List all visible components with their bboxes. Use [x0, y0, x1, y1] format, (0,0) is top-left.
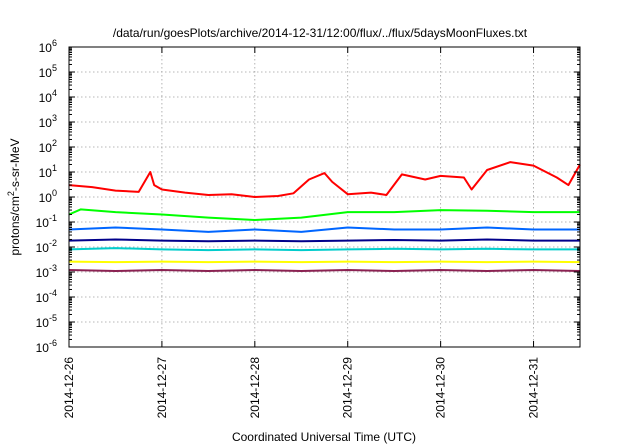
- y-tick-label: 101: [39, 163, 57, 180]
- x-tick-label: 2014-12-29: [341, 357, 355, 419]
- series-line-1: [68, 161, 581, 198]
- y-tick-label: 105: [39, 63, 57, 80]
- series-line-4: [68, 238, 580, 243]
- axis-ticks: [68, 46, 580, 348]
- series-line-3: [68, 226, 580, 233]
- y-tick-label: 100: [39, 188, 57, 205]
- y-axis-label-base: protons/cm: [8, 196, 22, 255]
- x-tick-label: 2014-12-26: [62, 357, 76, 419]
- series-lines: [68, 161, 581, 272]
- x-tick-label: 2014-12-30: [434, 357, 448, 419]
- series-line-2: [68, 208, 580, 221]
- x-tick-label: 2014-12-31: [527, 357, 541, 419]
- y-tick-label: 104: [39, 88, 57, 105]
- x-axis-label: Coordinated Universal Time (UTC): [232, 430, 416, 444]
- series-line-7: [68, 269, 581, 272]
- y-tick-label: 10-3: [36, 263, 57, 280]
- y-axis-label-sup: 2: [6, 191, 16, 196]
- series-line-5: [68, 247, 580, 252]
- y-axis-label: protons/cm2-s-sr-MeV: [6, 138, 22, 255]
- y-tick-label: 102: [39, 138, 57, 155]
- y-tick-label: 103: [39, 113, 57, 130]
- grid-lines: [69, 47, 580, 347]
- y-tick-label: 106: [39, 38, 57, 55]
- x-tick-label: 2014-12-27: [155, 357, 169, 419]
- y-tick-label: 10-2: [36, 238, 57, 255]
- chart-title: /data/run/goesPlots/archive/2014-12-31/1…: [113, 26, 528, 40]
- y-tick-label: 10-5: [36, 313, 57, 330]
- x-tick-labels: 2014-12-26 2014-12-27 2014-12-28 2014-12-29…: [62, 357, 541, 419]
- y-tick-label: 10-6: [36, 338, 57, 355]
- series-line-6: [68, 260, 581, 264]
- y-axis-label-rest: -s-sr-MeV: [8, 138, 22, 191]
- y-tick-label: 10-1: [36, 213, 57, 230]
- x-tick-label: 2014-12-28: [248, 357, 262, 419]
- y-tick-label: 10-4: [36, 288, 57, 305]
- y-tick-labels: 10-6 10-5 10-4 10-3 10-2 10-1 100 101 102 103 104 1…: [36, 38, 57, 355]
